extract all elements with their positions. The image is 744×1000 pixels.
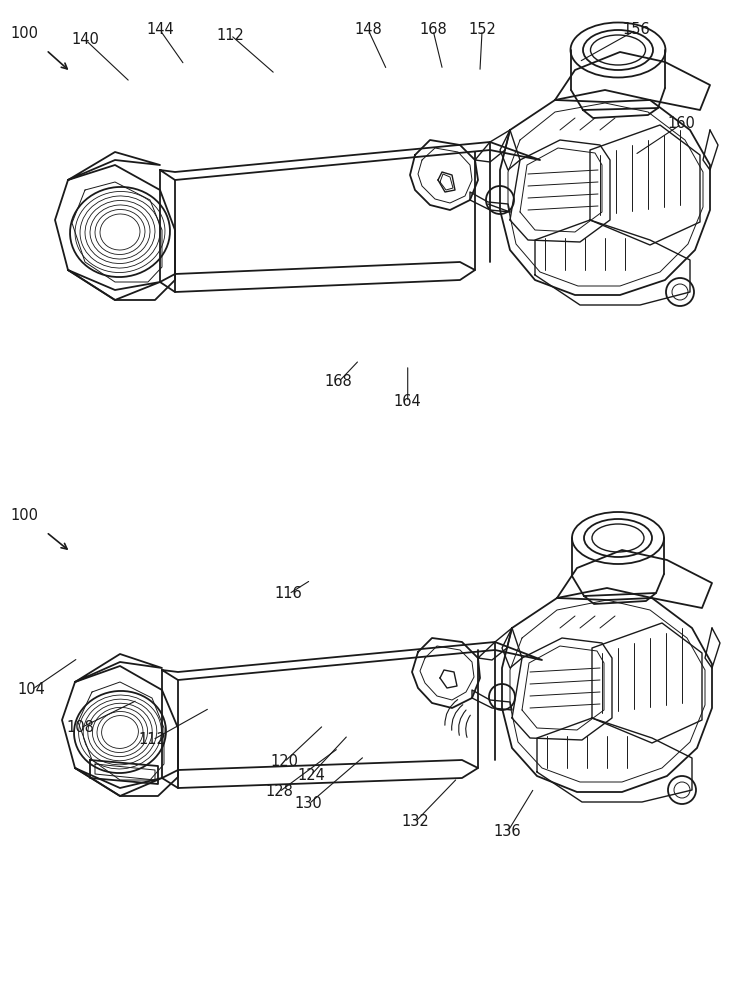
- Text: 160: 160: [667, 116, 696, 131]
- Text: 116: 116: [275, 586, 303, 601]
- Text: 136: 136: [493, 824, 522, 840]
- Text: 124: 124: [297, 768, 325, 782]
- Text: 132: 132: [401, 814, 429, 830]
- Text: 120: 120: [270, 754, 298, 770]
- Text: 104: 104: [17, 682, 45, 698]
- Text: 108: 108: [66, 720, 94, 736]
- Text: 100: 100: [10, 26, 39, 41]
- Text: 148: 148: [354, 22, 382, 37]
- Text: 168: 168: [419, 22, 447, 37]
- Text: 140: 140: [71, 32, 100, 47]
- Text: 152: 152: [468, 22, 496, 37]
- Text: 112: 112: [217, 27, 245, 42]
- Text: 156: 156: [622, 22, 650, 37]
- Text: 112: 112: [138, 732, 167, 748]
- Text: 100: 100: [10, 508, 39, 524]
- Text: 130: 130: [295, 796, 323, 812]
- Text: 164: 164: [394, 394, 422, 410]
- Text: 144: 144: [146, 22, 174, 37]
- Text: 128: 128: [265, 784, 293, 800]
- Text: 168: 168: [324, 374, 353, 389]
